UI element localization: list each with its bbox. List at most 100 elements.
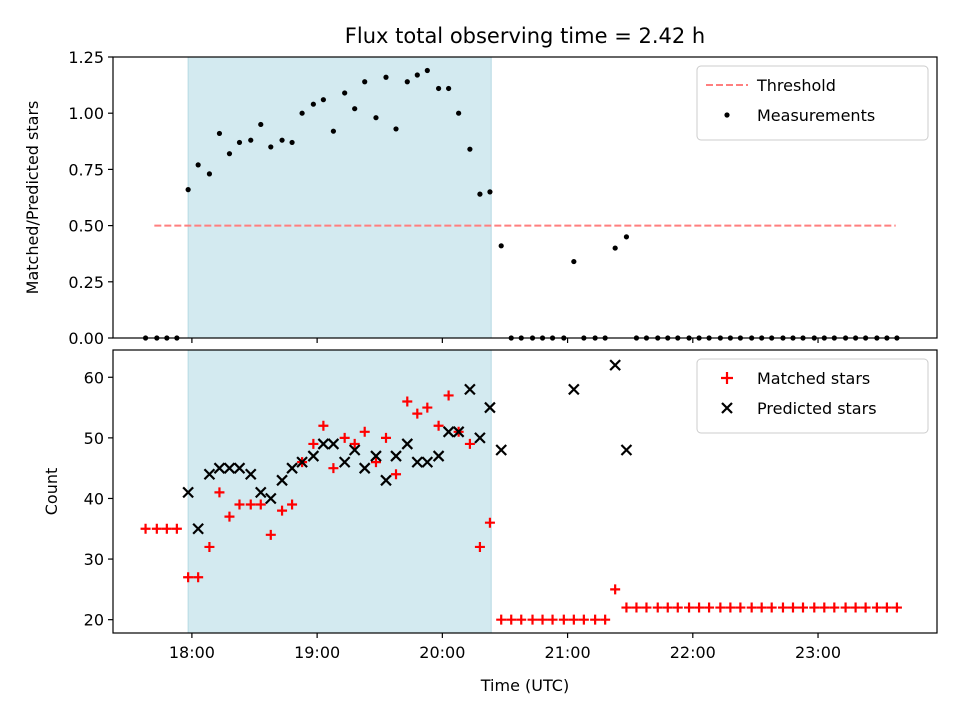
matched-stars-point (819, 602, 830, 613)
matched-stars-point (600, 614, 611, 625)
matched-stars-point (464, 438, 475, 449)
predicted-stars-point (233, 462, 246, 474)
x-tick-label: 22:00 (670, 643, 716, 662)
matched-stars-point (662, 602, 673, 613)
measurement-point (279, 137, 285, 143)
matched-stars-point (255, 499, 266, 510)
y-tick-label: 0.50 (68, 217, 104, 236)
matched-stars-point (756, 602, 767, 613)
predicted-stars-point (286, 462, 298, 474)
matched-stars-point (766, 602, 777, 613)
x-tick-label: 20:00 (419, 643, 465, 662)
matched-stars-point (265, 529, 276, 540)
x-tick-label: 18:00 (169, 643, 215, 662)
predicted-stars-point (495, 444, 507, 456)
predicted-stars-point (609, 359, 621, 371)
matched-stars-point (746, 602, 757, 613)
measurement-point (226, 151, 233, 157)
matched-stars-point (735, 602, 746, 613)
legend-predicted-swatch (721, 402, 733, 414)
measurement-point (268, 144, 274, 150)
predicted-stars-point (307, 450, 320, 462)
predicted-stars-point (358, 462, 371, 474)
y-tick-label: 20 (84, 611, 104, 630)
measurement-point (393, 126, 399, 132)
measurement-point (435, 85, 442, 92)
x-axis-label: Time (UTC) (480, 676, 569, 695)
legend-measurements-swatch (724, 112, 730, 118)
matched-stars-point (245, 499, 256, 510)
matched-stars-point (204, 541, 215, 552)
predicted-stars-point (213, 462, 226, 474)
matched-stars-point (412, 408, 423, 419)
legend-label: Measurements (757, 106, 875, 125)
matched-stars-point (840, 602, 851, 613)
observing-window-span (187, 349, 492, 634)
matched-stars-point (715, 602, 726, 613)
matched-stars-point (287, 499, 298, 510)
matched-stars-point (380, 432, 391, 443)
predicted-stars-point (327, 438, 340, 450)
measurement-point (330, 128, 337, 134)
matched-stars-point (496, 614, 507, 625)
measurement-point (414, 72, 420, 78)
predicted-stars-point (474, 432, 486, 444)
measurement-point (424, 67, 430, 74)
matched-stars-point (641, 602, 652, 613)
x-tick-label: 19:00 (294, 643, 340, 662)
matched-stars-point (621, 602, 632, 613)
matched-stars-point (860, 602, 871, 613)
matched-stars-point (787, 602, 798, 613)
top-panel: 0.00 0.25 0.50 0.75 1.00 1.25 Matched/Predicte… (23, 48, 938, 348)
measurement-point (477, 191, 483, 197)
legend-box (696, 358, 929, 434)
matched-stars-point (684, 602, 695, 613)
axes-frame (112, 349, 938, 634)
measurement-point (289, 139, 295, 146)
predicted-stars-point (276, 474, 288, 487)
matched-stars-point (850, 602, 861, 613)
measurement-point (206, 171, 213, 177)
legend: Threshold Measurements (696, 65, 929, 141)
predicted-stars-point (452, 426, 465, 438)
measurement-point (352, 106, 358, 112)
matched-stars-point (881, 602, 892, 613)
measurement-point (498, 243, 504, 249)
bottom-panel: 20 30 40 50 60 18:00 19:00 20:00 21:00 22:00 23:00… (42, 349, 938, 695)
legend-label: Matched stars (757, 369, 870, 388)
measurement-point (571, 258, 577, 265)
predicted-stars-point (182, 486, 194, 499)
matched-stars-point (433, 420, 444, 431)
y-tick-label: 50 (84, 429, 104, 448)
y-tick-label: 0.75 (68, 160, 104, 179)
measurement-point (258, 121, 264, 128)
predicted-stars-point (568, 383, 580, 396)
matched-stars-point (871, 602, 882, 613)
matched-stars-point (484, 517, 495, 528)
predicted-stars-point (390, 450, 402, 462)
matched-stars-point (318, 420, 329, 431)
measurement-point (383, 74, 389, 80)
measurement-point (487, 189, 493, 195)
matched-stars-point (193, 572, 204, 583)
matched-stars-point (578, 614, 589, 625)
predicted-stars-point (348, 444, 361, 456)
predicted-stars-point (380, 474, 392, 487)
matched-stars-point (652, 602, 663, 613)
y-tick-label: 60 (84, 368, 104, 387)
predicted-stars-point (338, 456, 351, 468)
measurement-point (362, 79, 368, 85)
matched-stars-point (474, 541, 485, 552)
matched-stars-point (725, 602, 736, 613)
predicted-stars-point (223, 462, 236, 474)
matched-stars-point (694, 602, 705, 613)
matched-stars-point (558, 614, 569, 625)
measurement-point (373, 115, 379, 121)
predicted-stars-point (421, 456, 434, 468)
matched-stars-point (891, 602, 902, 613)
legend-label: Predicted stars (757, 399, 877, 418)
matched-stars-point (214, 487, 225, 498)
matched-stars-point (224, 511, 235, 522)
matched-stars-point (339, 432, 350, 443)
